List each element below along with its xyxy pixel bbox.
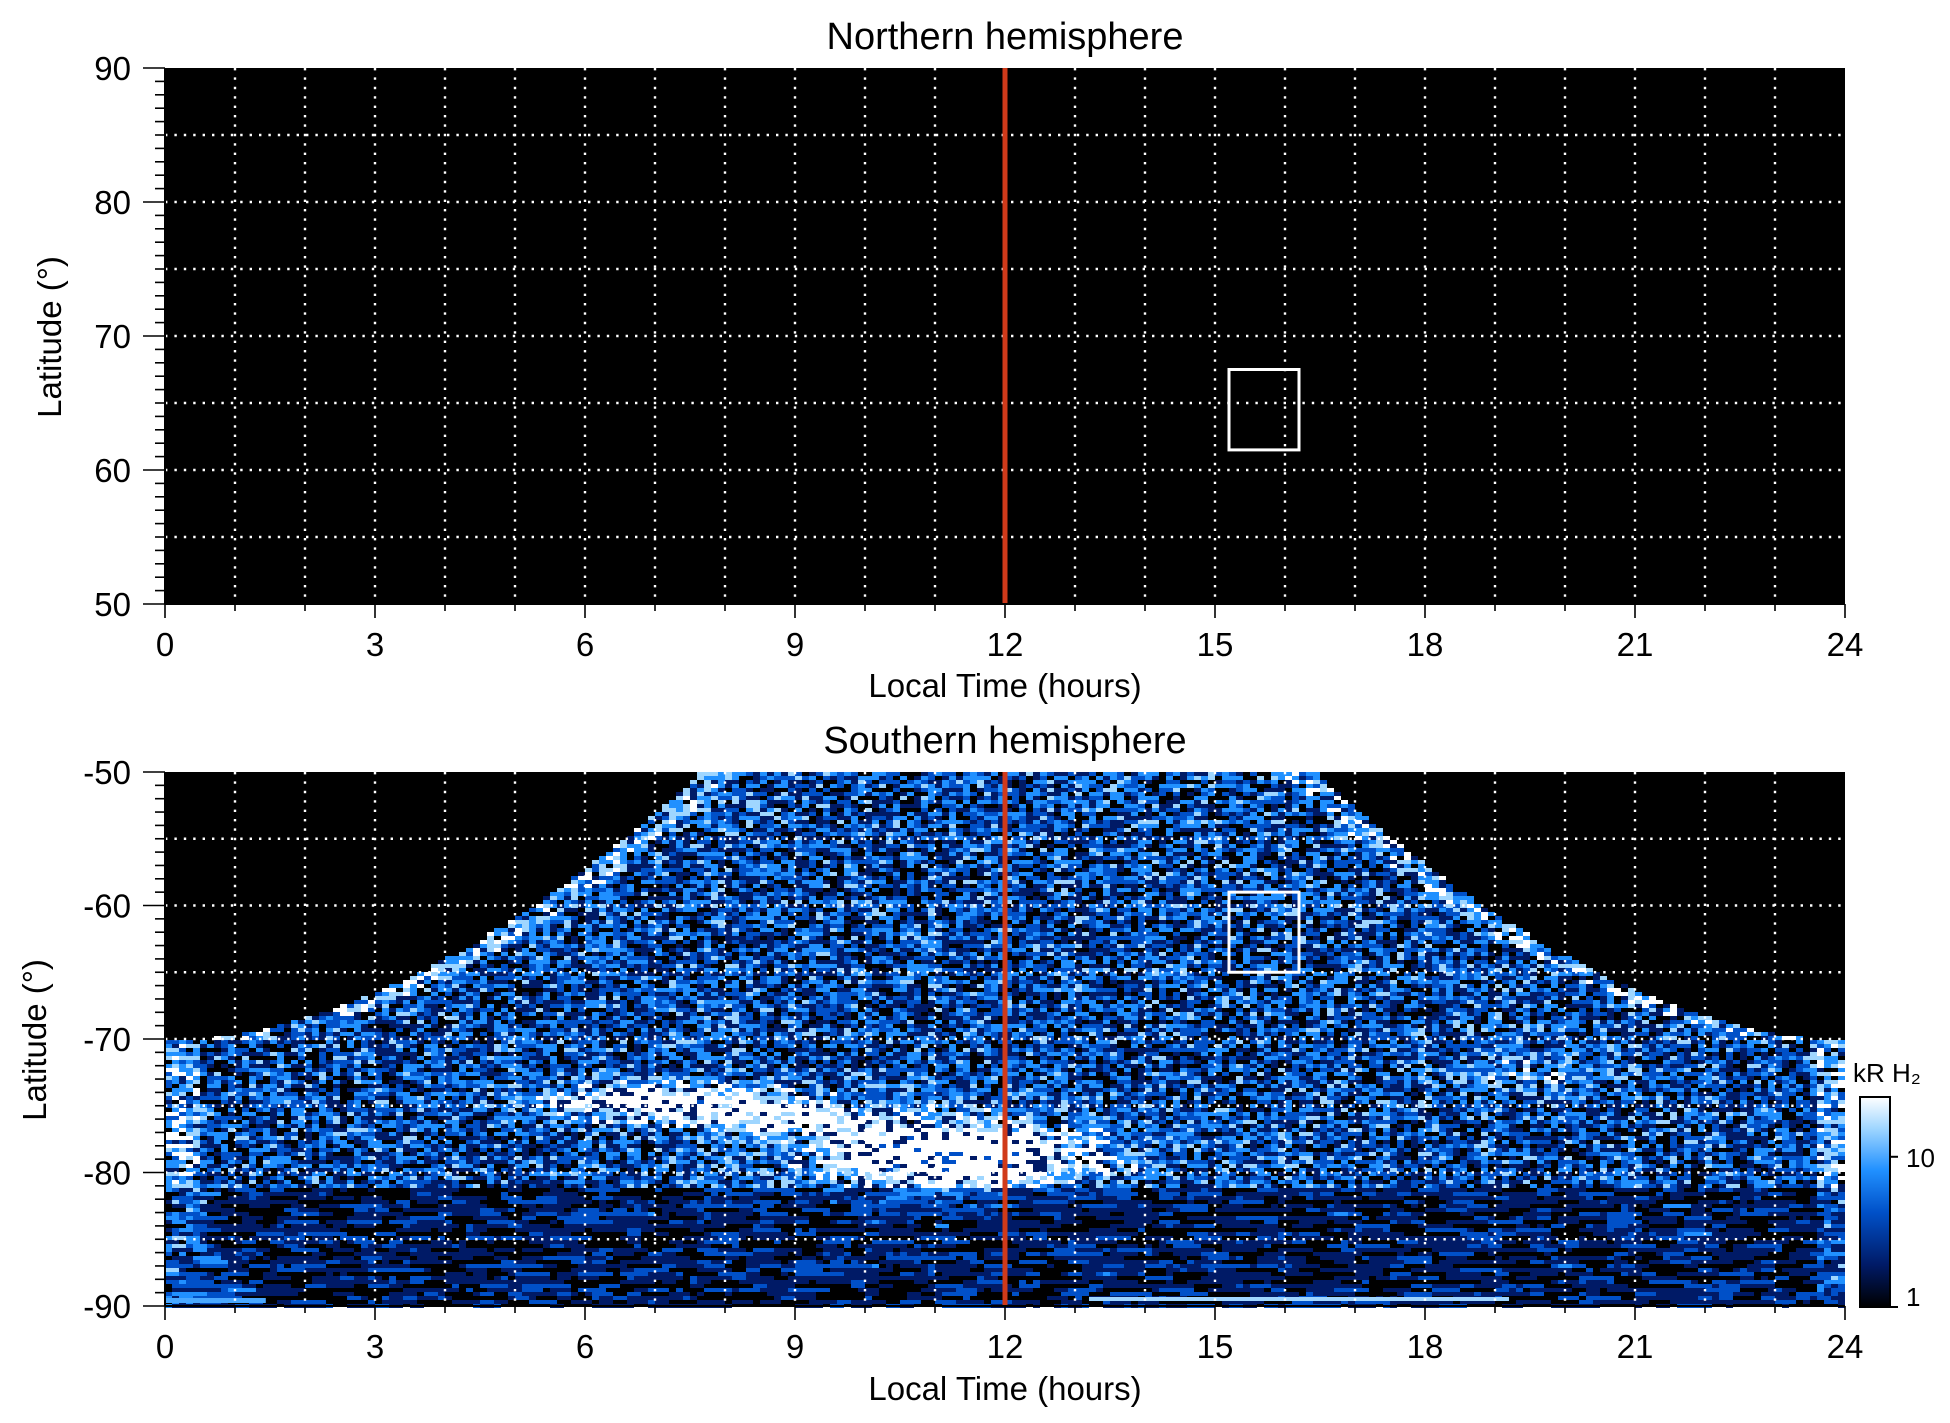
colorbar-tick-label: 10: [1906, 1143, 1935, 1173]
south-panel: Southern hemisphere 0 3 6 9 12 15 18 21 24 -90 -80…: [16, 720, 1863, 1407]
north-axes: 0 3 6 9 12 15 18 21 24 50 60 70 80 90: [94, 50, 1863, 663]
south-region-box: [1227, 890, 1301, 974]
x-tick-label: 6: [576, 1328, 594, 1365]
y-tick-label: -70: [83, 1021, 131, 1058]
north-x-axis-label: Local Time (hours): [868, 667, 1141, 704]
x-tick-label: 9: [786, 1328, 804, 1365]
y-tick-label: 80: [94, 184, 131, 221]
y-tick-label: 50: [94, 586, 131, 623]
south-title: Southern hemisphere: [823, 720, 1186, 762]
x-tick-label: 0: [156, 1328, 174, 1365]
x-tick-label: 6: [576, 626, 594, 663]
south-x-axis-label: Local Time (hours): [868, 1370, 1141, 1407]
x-tick-label: 18: [1407, 626, 1444, 663]
north-y-axis-label: Latitude (°): [31, 256, 68, 418]
x-tick-label: 15: [1197, 626, 1234, 663]
x-tick-label: 21: [1617, 1328, 1654, 1365]
x-tick-label: 12: [987, 626, 1024, 663]
x-tick-label: 3: [366, 1328, 384, 1365]
x-tick-label: 15: [1197, 1328, 1234, 1365]
south-axes: 0 3 6 9 12 15 18 21 24 -90 -80 -70 -60 -50: [83, 754, 1863, 1365]
x-tick-label: 24: [1827, 626, 1864, 663]
x-tick-label: 18: [1407, 1328, 1444, 1365]
x-tick-label: 3: [366, 626, 384, 663]
north-region-box: [1227, 368, 1301, 452]
y-tick-label: -60: [83, 888, 131, 925]
south-heatmap: [165, 772, 1845, 1308]
x-tick-label: 0: [156, 626, 174, 663]
x-tick-label: 24: [1827, 1328, 1864, 1365]
y-tick-label: 90: [94, 50, 131, 87]
north-title: Northern hemisphere: [827, 16, 1184, 58]
y-tick-label: -50: [83, 754, 131, 791]
colorbar-tick-label: 1: [1906, 1282, 1920, 1312]
x-tick-label: 12: [987, 1328, 1024, 1365]
y-tick-label: 60: [94, 452, 131, 489]
south-y-axis-label: Latitude (°): [16, 959, 53, 1121]
y-tick-label: 70: [94, 318, 131, 355]
x-tick-label: 9: [786, 626, 804, 663]
colorbar: kR H₂ 10 1: [1853, 1058, 1935, 1312]
colorbar-gradient: [1859, 1096, 1891, 1308]
y-tick-label: -80: [83, 1155, 131, 1192]
y-tick-label: -90: [83, 1288, 131, 1325]
north-panel: Northern hemisphere 0 3 6 9 12 15 18 21 24 50 60 70…: [31, 16, 1863, 704]
x-tick-label: 21: [1617, 626, 1654, 663]
colorbar-label: kR H₂: [1853, 1058, 1921, 1088]
colorbar-ticks: 10 1: [1890, 1143, 1935, 1312]
